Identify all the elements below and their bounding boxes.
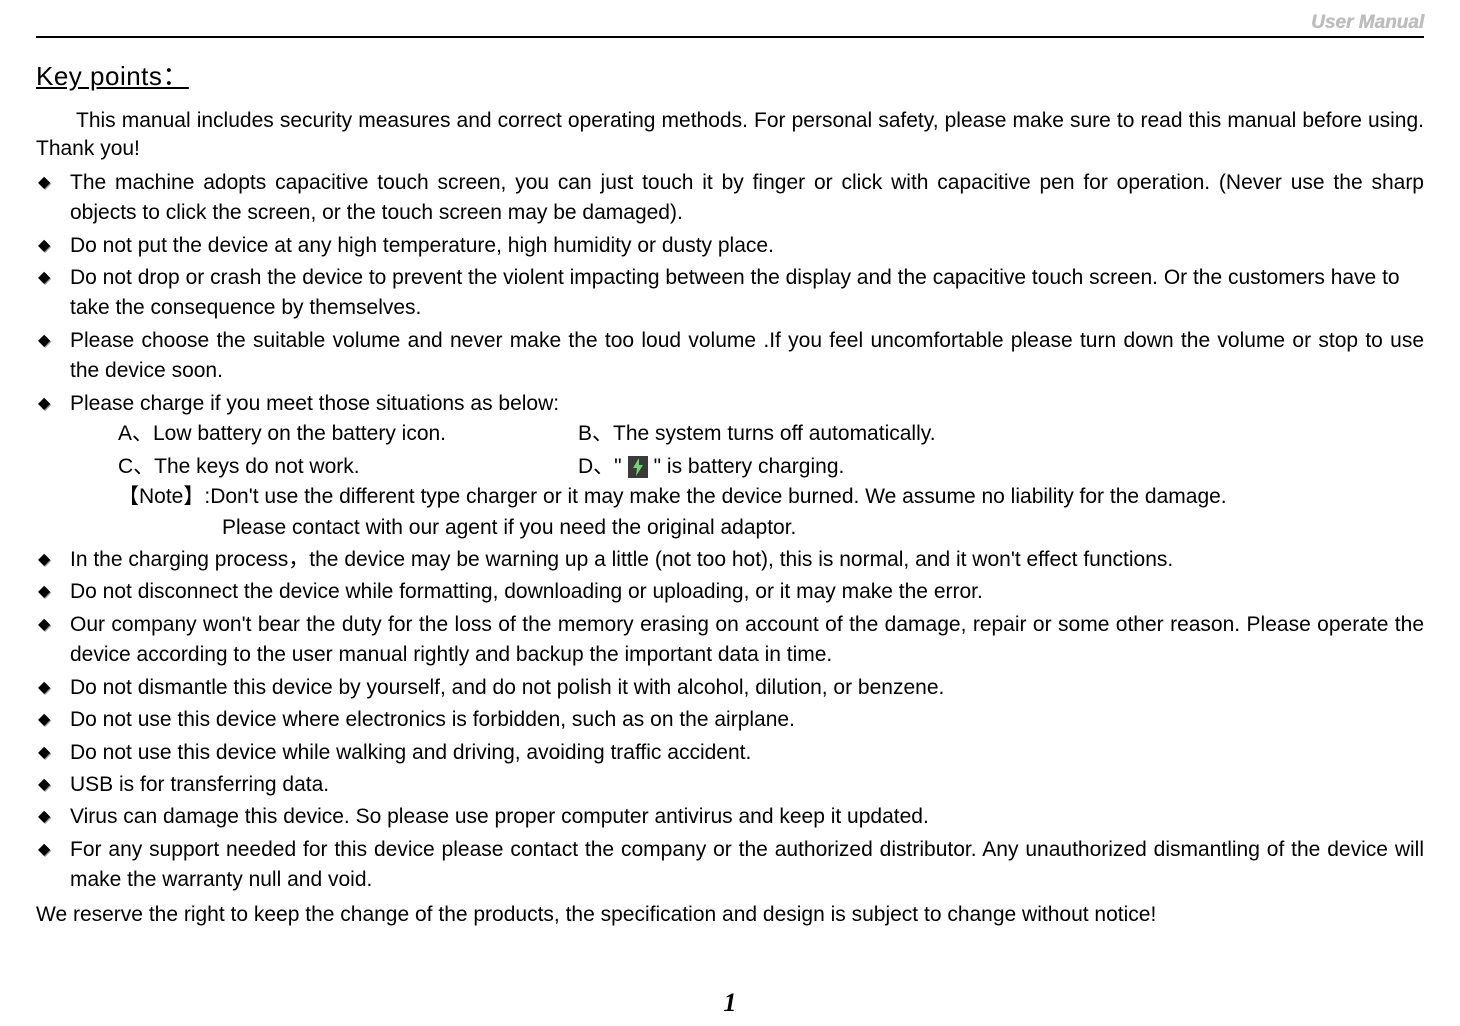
note-line: 【Note】:Don't use the different type char… xyxy=(118,482,1424,512)
top-divider xyxy=(36,36,1424,38)
intro-text: This manual includes security measures a… xyxy=(36,109,1424,160)
list-item: Do not use this device while walking and… xyxy=(36,738,1424,768)
sub-item-d: D、" " is battery charging. xyxy=(578,452,1424,482)
list-item: Do not use this device where electronics… xyxy=(36,705,1424,735)
list-item: The machine adopts capacitive touch scre… xyxy=(36,168,1424,229)
list-item: For any support needed for this device p… xyxy=(36,835,1424,896)
sub-item-c: C、The keys do not work. xyxy=(118,452,558,482)
section-title: Key points： xyxy=(36,56,1424,93)
sub-item-b: B、The system turns off automatically. xyxy=(578,419,1424,449)
page-number: 1 xyxy=(0,988,1460,1018)
list-item: Do not dismantle this device by yourself… xyxy=(36,673,1424,703)
list-item: Our company won't bear the duty for the … xyxy=(36,610,1424,671)
list-item: USB is for transferring data. xyxy=(36,770,1424,800)
page: User Manual Key points： This manual incl… xyxy=(0,0,1460,1026)
header-right-label: User Manual xyxy=(36,12,1424,34)
note-line-cont: Please contact with our agent if you nee… xyxy=(222,513,1424,543)
intro-paragraph: This manual includes security measures a… xyxy=(36,107,1424,164)
list-item: In the charging process，the device may b… xyxy=(36,545,1424,575)
list-item-charge-header: Please charge if you meet those situatio… xyxy=(36,389,1424,543)
bullet-list: The machine adopts capacitive touch scre… xyxy=(36,168,1424,896)
sub-item-d-prefix: D、" xyxy=(578,452,622,482)
battery-charging-icon xyxy=(628,456,648,478)
list-item: Please choose the suitable volume and ne… xyxy=(36,326,1424,387)
list-item: Do not put the device at any high temper… xyxy=(36,231,1424,261)
charge-sub-grid: A、Low battery on the battery icon. B、The… xyxy=(118,419,1424,482)
list-item: Do not drop or crash the device to preve… xyxy=(36,263,1424,324)
list-item: Virus can damage this device. So please … xyxy=(36,802,1424,832)
sub-item-d-suffix: " is battery charging. xyxy=(654,452,845,482)
list-item: Do not disconnect the device while forma… xyxy=(36,577,1424,607)
list-item-text: Please charge if you meet those situatio… xyxy=(70,392,559,415)
closing-paragraph: We reserve the right to keep the change … xyxy=(36,900,1424,930)
sub-item-a: A、Low battery on the battery icon. xyxy=(118,419,558,449)
